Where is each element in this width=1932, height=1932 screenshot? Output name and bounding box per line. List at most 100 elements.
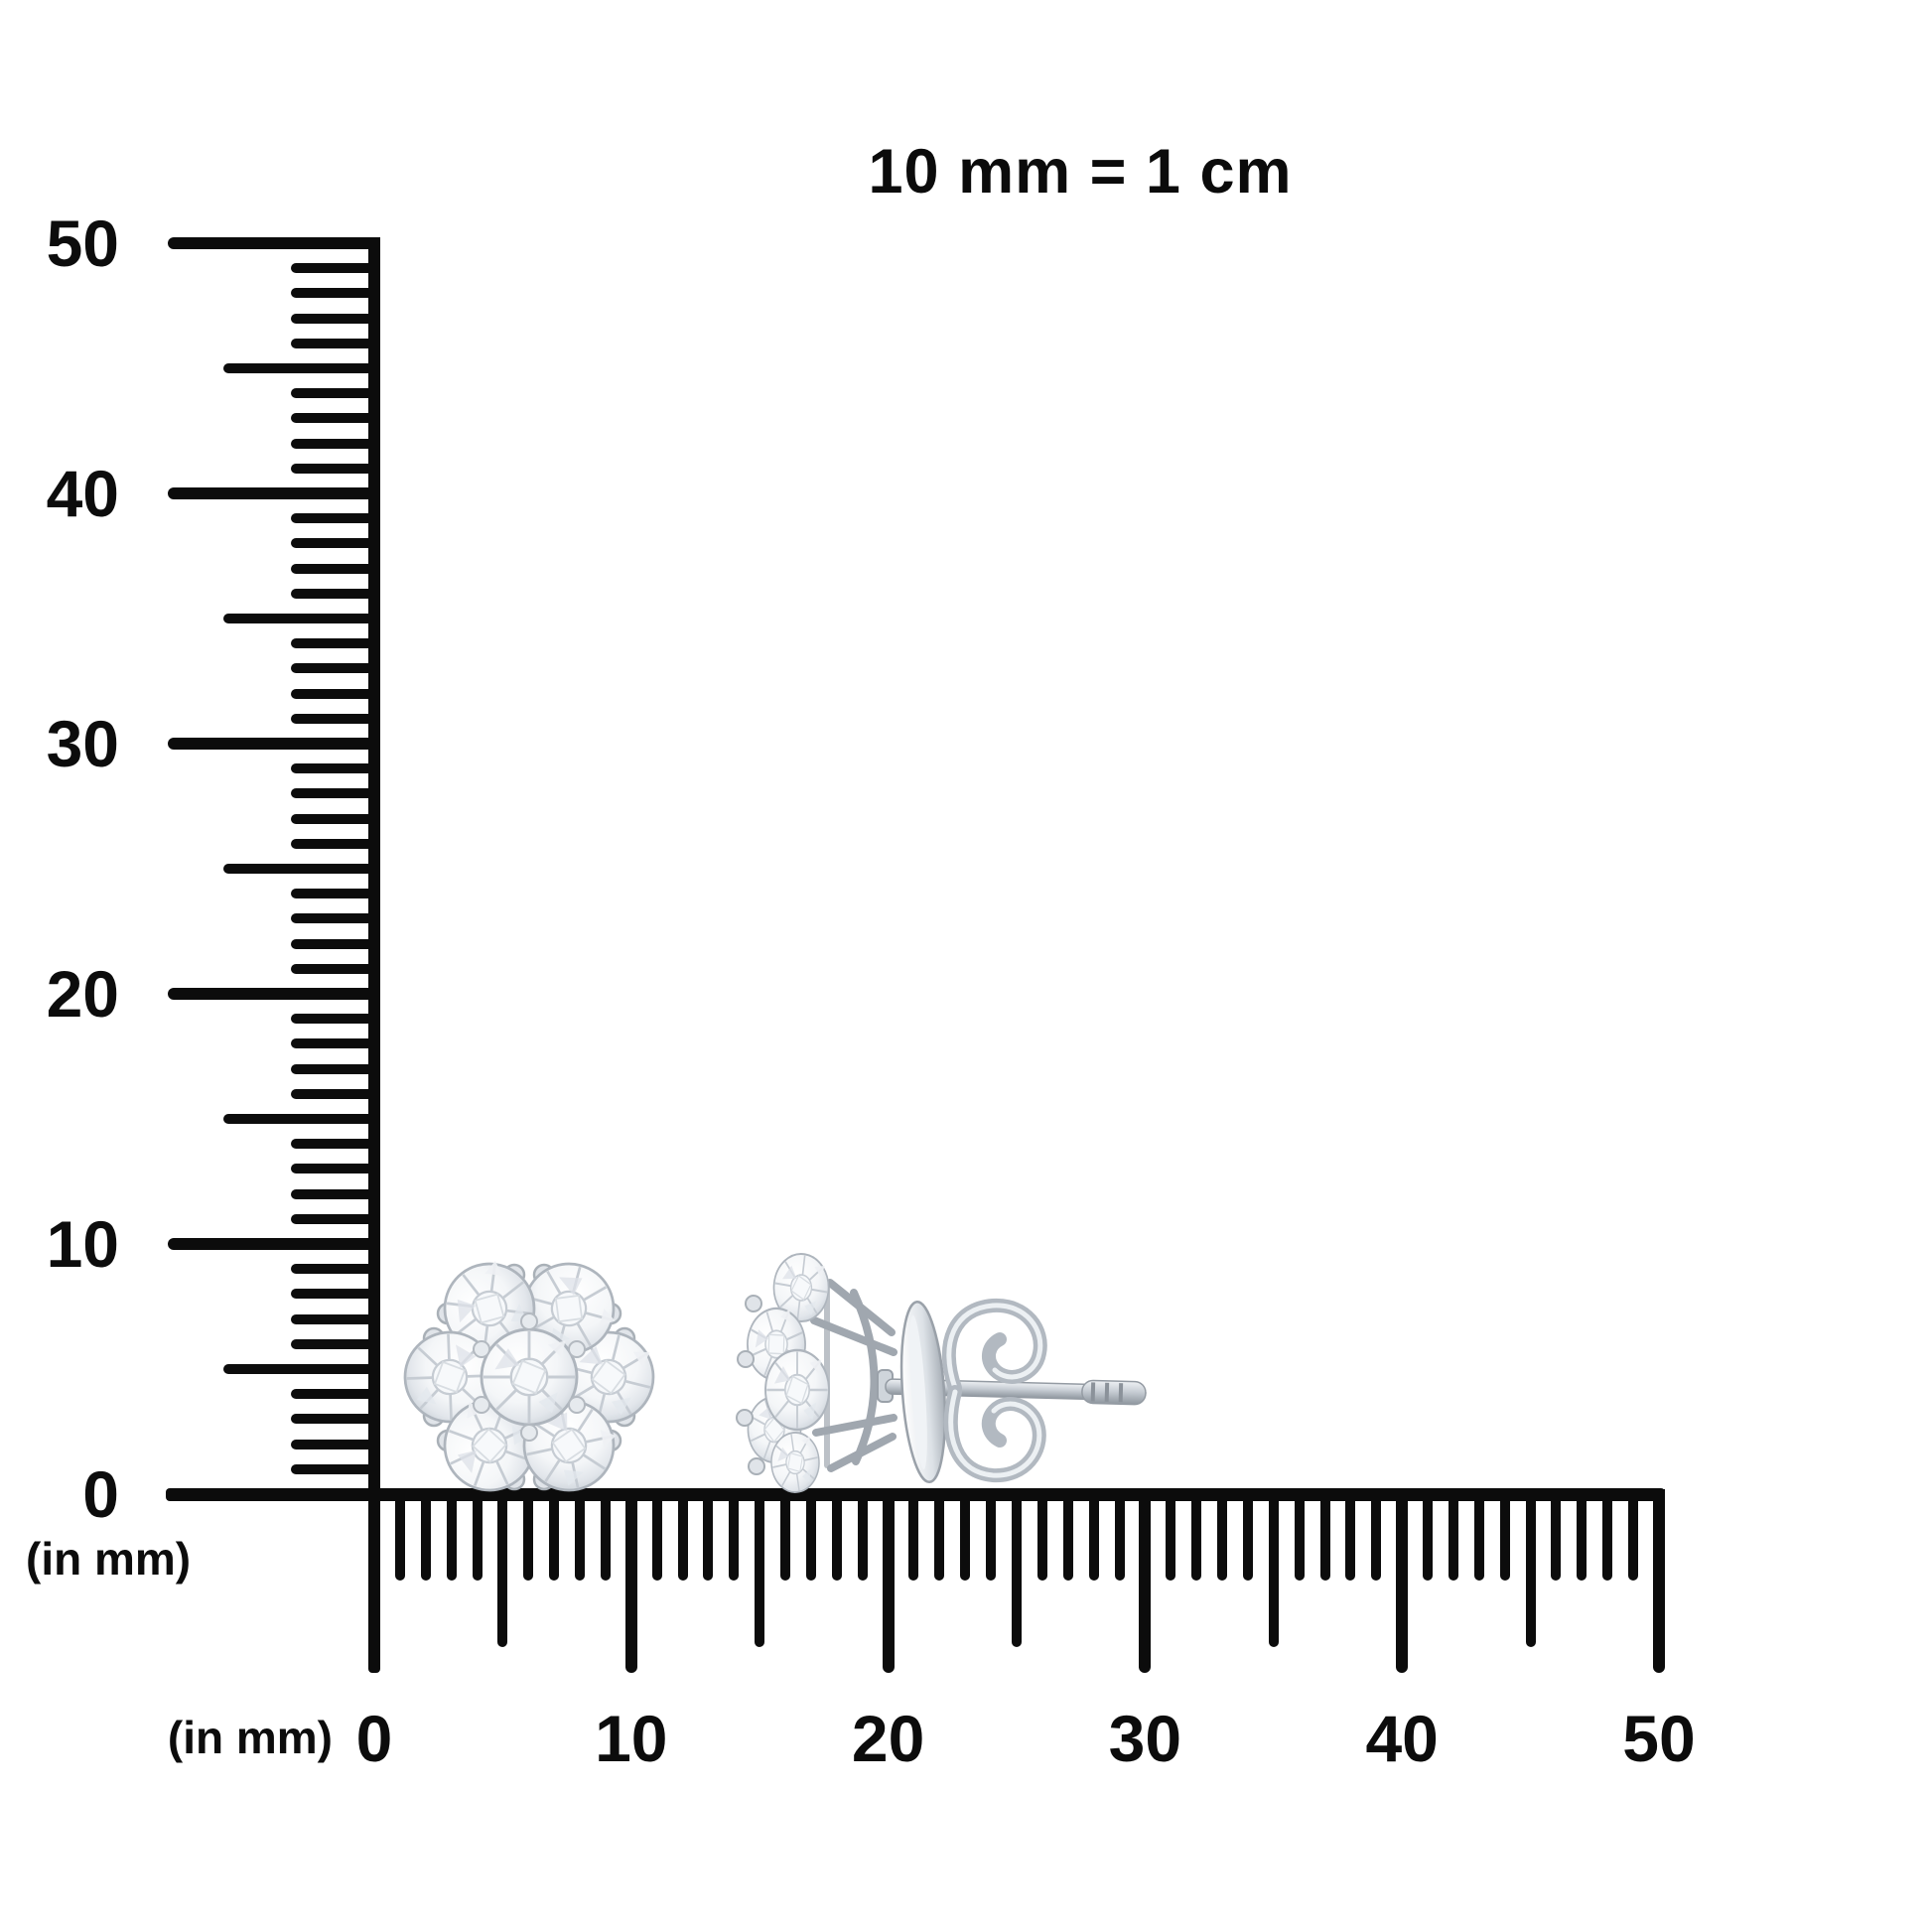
- post-ridged-tip: [1081, 1379, 1147, 1406]
- scale-note: 10 mm = 1 cm: [868, 137, 1293, 207]
- v-ruler-tick-33mm: [291, 663, 380, 674]
- v-ruler-tick-38mm: [291, 538, 380, 549]
- h-ruler-label-20: 20: [851, 1702, 925, 1775]
- h-ruler-tick-34mm: [1242, 1489, 1253, 1581]
- h-ruler-tick-37mm: [1319, 1489, 1330, 1581]
- h-ruler-tick-28mm: [1088, 1489, 1099, 1581]
- v-ruler-tick-44mm: [291, 388, 380, 399]
- h-ruler-tick-47mm: [1577, 1489, 1587, 1581]
- h-ruler-tick-30mm: [1139, 1489, 1152, 1673]
- v-ruler-tick-29mm: [291, 763, 380, 774]
- v-ruler-label-30: 30: [46, 707, 119, 780]
- h-ruler-tick-21mm: [908, 1489, 919, 1581]
- h-ruler-tick-5mm: [497, 1489, 508, 1647]
- h-ruler-tick-33mm: [1217, 1489, 1228, 1581]
- h-ruler-label-50: 50: [1622, 1702, 1696, 1775]
- v-ruler-label-20: 20: [46, 957, 119, 1031]
- v-ruler-tick-22mm: [291, 938, 380, 949]
- h-ruler-label-30: 30: [1108, 1702, 1182, 1775]
- h-ruler-tick-4mm: [472, 1489, 483, 1581]
- v-ruler-tick-10mm: [168, 1238, 380, 1250]
- h-ruler-tick-26mm: [1036, 1489, 1047, 1581]
- v-ruler-tick-3mm: [291, 1414, 380, 1425]
- v-ruler-tick-35mm: [223, 614, 380, 623]
- v-ruler-tick-20mm: [168, 988, 380, 1000]
- cluster-center-stone: [480, 1327, 579, 1427]
- h-ruler-tick-42mm: [1448, 1489, 1458, 1581]
- v-ruler-tick-50mm: [168, 237, 380, 249]
- butterfly-back: [941, 1298, 1047, 1483]
- v-ruler-tick-26mm: [291, 838, 380, 849]
- v-ruler-label-10: 10: [46, 1207, 119, 1281]
- h-ruler-tick-31mm: [1166, 1489, 1176, 1581]
- butterfly-lower-scroll: [943, 1385, 1046, 1483]
- v-ruler-tick-5mm: [223, 1364, 380, 1374]
- h-ruler-tick-2mm: [420, 1489, 431, 1581]
- h-ruler-tick-9mm: [600, 1489, 611, 1581]
- v-ruler-tick-47mm: [291, 313, 380, 324]
- v-ruler-tick-46mm: [291, 338, 380, 348]
- v-ruler-label-50: 50: [46, 207, 119, 280]
- v-ruler-tick-7mm: [291, 1313, 380, 1324]
- h-ruler-tick-43mm: [1473, 1489, 1484, 1581]
- v-ruler-tick-12mm: [291, 1188, 380, 1199]
- prong-balls: [422, 1263, 636, 1491]
- h-ruler-tick-16mm: [780, 1489, 791, 1581]
- h-ruler-tick-1mm: [394, 1489, 405, 1581]
- v-ruler-tick-25mm: [223, 864, 380, 874]
- v-ruler-tick-37mm: [291, 563, 380, 574]
- v-ruler-tick-18mm: [291, 1038, 380, 1049]
- h-ruler-tick-14mm: [729, 1489, 740, 1581]
- cluster-side-stones: [738, 1248, 834, 1498]
- butterfly-upper-scroll: [941, 1298, 1047, 1395]
- side-prong-balls: [736, 1295, 765, 1475]
- v-ruler-tick-40mm: [168, 487, 380, 499]
- v-ruler-tick-17mm: [291, 1063, 380, 1074]
- h-ruler-tick-40mm: [1396, 1489, 1409, 1673]
- v-ruler-tick-34mm: [291, 638, 380, 649]
- v-ruler-tick-41mm: [291, 463, 380, 474]
- h-ruler-tick-18mm: [831, 1489, 842, 1581]
- v-ruler-tick-42mm: [291, 438, 380, 449]
- v-ruler-tick-23mm: [291, 913, 380, 924]
- h-ruler-tick-46mm: [1551, 1489, 1562, 1581]
- h-ruler-label-10: 10: [595, 1702, 668, 1775]
- h-ruler-tick-24mm: [986, 1489, 997, 1581]
- h-ruler-tick-25mm: [1012, 1489, 1022, 1647]
- v-ruler-tick-14mm: [291, 1139, 380, 1150]
- v-ruler-label-40: 40: [46, 457, 119, 530]
- post-collar: [877, 1369, 894, 1403]
- vertical-ruler-unit-label: (in mm): [26, 1533, 192, 1585]
- h-ruler-tick-22mm: [934, 1489, 945, 1581]
- h-ruler-tick-27mm: [1062, 1489, 1073, 1581]
- v-ruler-tick-45mm: [223, 363, 380, 373]
- v-ruler-tick-6mm: [291, 1338, 380, 1349]
- h-ruler-tick-13mm: [703, 1489, 714, 1581]
- basket-setting: [810, 1279, 897, 1472]
- v-ruler-tick-39mm: [291, 513, 380, 524]
- v-ruler-tick-21mm: [291, 963, 380, 974]
- h-ruler-tick-6mm: [523, 1489, 534, 1581]
- h-ruler-label-40: 40: [1365, 1702, 1439, 1775]
- v-ruler-tick-48mm: [291, 288, 380, 299]
- h-ruler-tick-41mm: [1423, 1489, 1434, 1581]
- h-ruler-tick-20mm: [882, 1489, 895, 1673]
- v-ruler-tick-8mm: [291, 1289, 380, 1300]
- h-ruler-tick-32mm: [1191, 1489, 1202, 1581]
- h-ruler-tick-45mm: [1525, 1489, 1536, 1647]
- h-ruler-tick-8mm: [575, 1489, 586, 1581]
- h-ruler-tick-49mm: [1628, 1489, 1639, 1581]
- h-ruler-tick-36mm: [1294, 1489, 1305, 1581]
- v-ruler-tick-11mm: [291, 1213, 380, 1224]
- h-ruler-tick-11mm: [651, 1489, 662, 1581]
- v-ruler-tick-36mm: [291, 588, 380, 599]
- v-ruler-tick-15mm: [223, 1114, 380, 1124]
- h-ruler-tick-12mm: [677, 1489, 688, 1581]
- vertical-ruler-baseline: [368, 237, 380, 1673]
- v-ruler-tick-31mm: [291, 713, 380, 724]
- h-ruler-tick-10mm: [624, 1489, 637, 1673]
- h-ruler-tick-48mm: [1602, 1489, 1613, 1581]
- backing-disc: [899, 1300, 947, 1484]
